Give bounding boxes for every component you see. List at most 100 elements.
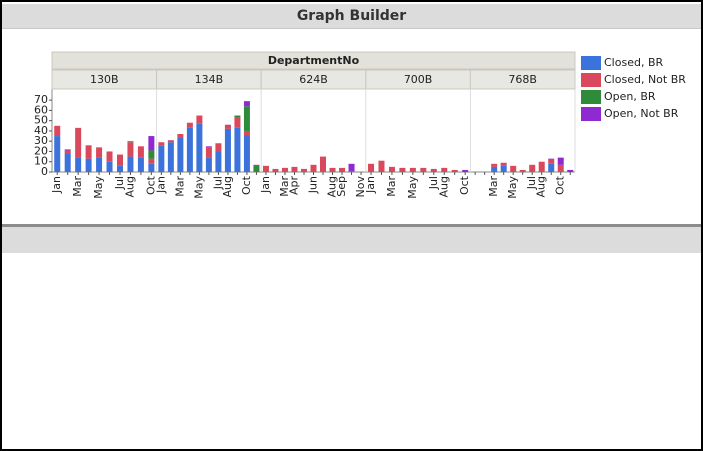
bar-segment xyxy=(106,151,113,162)
bar-segment xyxy=(96,147,103,158)
bar-segment xyxy=(54,136,61,172)
bar-segment xyxy=(116,154,123,166)
x-tick-label: Nov xyxy=(354,176,367,198)
bar-segment xyxy=(96,157,103,172)
y-tick-label: 40 xyxy=(34,124,48,137)
legend-swatch xyxy=(581,73,601,87)
x-tick-label: May xyxy=(92,176,105,199)
x-tick-label: Sep xyxy=(335,176,348,197)
bar-segment xyxy=(234,117,241,128)
bar-segment xyxy=(548,163,555,172)
bar-segment xyxy=(148,136,155,151)
bar-segment xyxy=(127,142,134,157)
bar-segment xyxy=(205,157,212,172)
x-tick-label: Jan xyxy=(50,176,63,194)
bar-segment xyxy=(177,134,184,138)
bar-segment xyxy=(557,157,564,165)
bar-segment xyxy=(409,167,416,172)
bar-segment xyxy=(243,135,250,172)
x-tick-label: Jul xyxy=(525,176,538,190)
y-tick-label: 10 xyxy=(34,155,48,168)
bar-segment xyxy=(557,164,564,172)
x-tick-label: May xyxy=(506,176,519,199)
legend-swatch xyxy=(581,107,601,121)
bar-segment xyxy=(215,143,222,152)
bar-segment xyxy=(205,146,212,148)
x-tick-label: Aug xyxy=(123,176,136,197)
x-tick-label: Mar xyxy=(173,176,186,197)
bar-segment xyxy=(64,149,71,151)
bar-segment xyxy=(167,140,174,143)
bar-segment xyxy=(137,146,144,158)
bar-segment xyxy=(224,125,231,129)
bar-segment xyxy=(529,164,536,172)
bar-segment xyxy=(158,145,165,172)
x-tick-label: Oct xyxy=(240,175,253,195)
x-tick-label: Oct xyxy=(554,175,567,195)
bar-segment xyxy=(310,164,317,172)
bar-segment xyxy=(281,167,288,172)
bar-segment xyxy=(243,130,250,136)
x-tick-label: Mar xyxy=(487,176,500,197)
bar-segment xyxy=(127,141,134,143)
x-tick-label: Aug xyxy=(437,176,450,197)
legend-swatch xyxy=(581,90,601,104)
bar-segment xyxy=(54,125,61,137)
bar-segment xyxy=(196,115,203,124)
x-tick-label: Mar xyxy=(71,176,84,197)
bar-segment xyxy=(548,158,555,160)
bar-segment xyxy=(262,165,269,172)
x-tick-label: Aug xyxy=(535,176,548,197)
bar-segment xyxy=(253,164,260,166)
x-tick-label: Aug xyxy=(326,176,339,197)
bar-segment xyxy=(85,145,92,159)
x-tick-label: Jun xyxy=(307,176,320,194)
bar-segment xyxy=(510,165,517,172)
bar-segment xyxy=(348,163,355,171)
y-tick-label: 20 xyxy=(34,144,48,157)
y-tick-label: 50 xyxy=(34,114,48,127)
bar-segment xyxy=(85,158,92,172)
bar-segment xyxy=(548,159,555,164)
bar-segment xyxy=(291,166,298,172)
bar-segment xyxy=(186,127,193,172)
divider-band xyxy=(2,224,701,253)
legend-label: Open, BR xyxy=(604,90,656,103)
bar-segment xyxy=(75,127,82,158)
bar-segment xyxy=(462,169,469,172)
x-tick-label: Jan xyxy=(364,176,377,194)
bar-segment xyxy=(224,124,231,126)
legend-label: Open, Not BR xyxy=(604,107,679,120)
x-tick-label: Mar xyxy=(278,176,291,197)
bar-segment xyxy=(388,166,395,172)
facet-title: DepartmentNo xyxy=(268,54,360,67)
bar-segment xyxy=(64,150,71,154)
bar-segment xyxy=(177,137,184,172)
legend-label: Closed, Not BR xyxy=(604,73,686,86)
bar-segment xyxy=(538,161,545,172)
bar-segment xyxy=(234,115,241,118)
bar-segment xyxy=(116,165,123,172)
bar-segment xyxy=(329,167,336,172)
bar-segment xyxy=(378,160,385,172)
bar-segment xyxy=(64,153,71,172)
bar-segment xyxy=(75,157,82,172)
bar-segment xyxy=(186,122,193,128)
x-tick-label: Jul xyxy=(113,176,126,190)
bar-segment xyxy=(106,161,113,172)
panel-header xyxy=(469,69,576,90)
y-tick-label: 30 xyxy=(34,134,48,147)
bar-segment xyxy=(420,167,427,172)
panel-label: 700B xyxy=(404,73,433,86)
bar-segment xyxy=(500,165,507,172)
bar-segment xyxy=(451,169,458,172)
bar-segment xyxy=(320,156,327,172)
bar-segment xyxy=(491,166,498,172)
legend-swatch xyxy=(581,56,601,70)
bar-segment xyxy=(339,167,346,172)
y-tick-label: 70 xyxy=(34,93,48,106)
x-tick-label: Jul xyxy=(427,176,440,190)
window-title: Graph Builder xyxy=(2,4,701,29)
